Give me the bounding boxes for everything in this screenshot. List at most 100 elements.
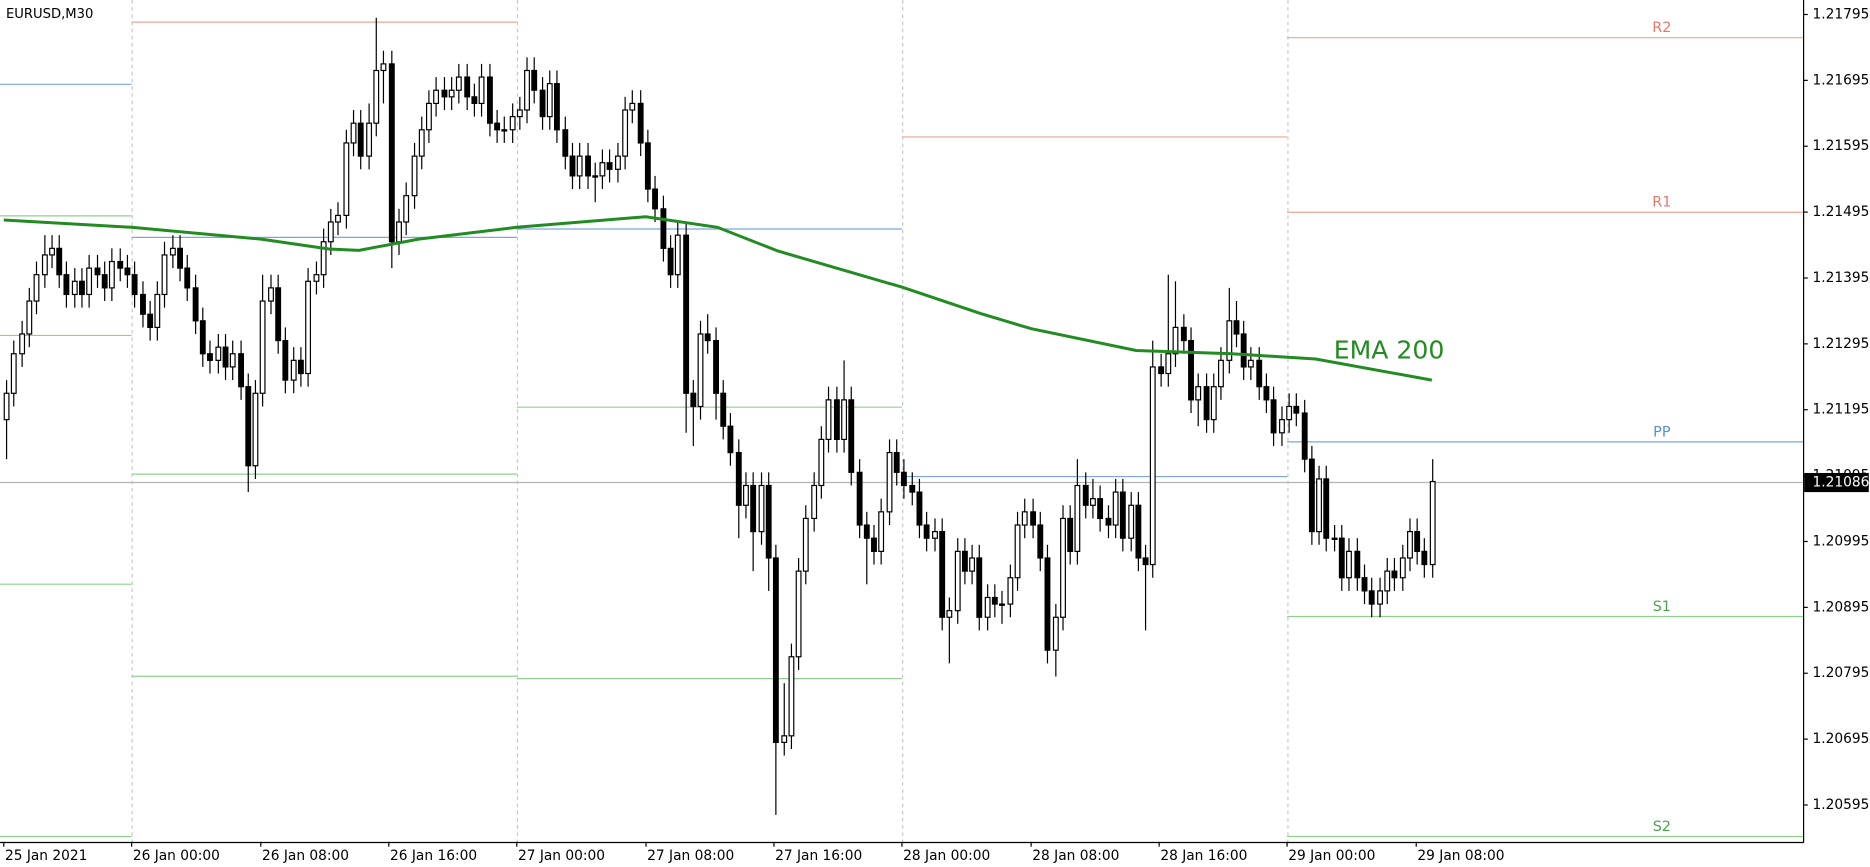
candles [3, 17, 1436, 815]
candle-body [380, 63, 387, 72]
candle-body [1286, 405, 1293, 421]
candle-body [1270, 399, 1277, 434]
y-tick-label: 1.20595 [1813, 797, 1870, 813]
candle-body [140, 293, 146, 315]
y-tick-label: 1.21695 [1813, 72, 1870, 88]
candle-body [1074, 484, 1081, 552]
candle-body [1240, 333, 1247, 368]
candle-body [1399, 557, 1406, 579]
candle-body [818, 438, 825, 487]
candle-body [117, 260, 124, 269]
overlay: EMA 200 [3, 215, 1445, 382]
candle-body [396, 221, 402, 243]
candle-body [161, 254, 168, 296]
candle-body [999, 603, 1005, 606]
candle-body [932, 531, 938, 539]
candle-body [1377, 590, 1384, 605]
candle-body [833, 399, 840, 440]
candle-body [585, 155, 591, 177]
candle-body [494, 122, 501, 131]
candle-body [184, 267, 191, 289]
ema-line [3, 215, 1433, 382]
candle-body [629, 102, 636, 111]
candle-body [192, 287, 199, 322]
x-tick-label: 29 Jan 08:00 [1417, 848, 1504, 864]
candle-body [238, 353, 245, 388]
candle-body [501, 129, 508, 132]
candle-body [878, 511, 885, 552]
candle-body [71, 280, 78, 296]
candle-body [1346, 550, 1352, 579]
candle-body [606, 162, 613, 170]
candle-body [1021, 511, 1028, 526]
candle-body [622, 109, 629, 157]
candle-body [781, 735, 788, 744]
x-tick-label: 26 Jan 08:00 [262, 848, 349, 864]
candle-body [1060, 517, 1066, 618]
ema-label: EMA 200 [1334, 335, 1445, 364]
candle-body [154, 293, 161, 328]
candle-body [562, 129, 569, 157]
candle-body [1188, 339, 1194, 401]
candle-body [1316, 478, 1322, 533]
candle-body [683, 234, 690, 394]
candle-body [33, 274, 40, 302]
candle-body [131, 274, 138, 296]
candle-body [245, 386, 252, 467]
candle-body [373, 69, 380, 124]
candle-body [1112, 491, 1119, 526]
candle-body [41, 254, 48, 276]
candle-body [229, 353, 236, 368]
candle-body [863, 524, 870, 539]
candle-body [1338, 537, 1345, 579]
candle-body [147, 313, 154, 328]
candle-body [94, 267, 101, 276]
x-tick-label: 27 Jan 16:00 [775, 848, 862, 864]
candle-body [1158, 366, 1165, 375]
candle-body [455, 76, 462, 91]
pivots: R2 R1 PP S1 S2 [0, 20, 1804, 838]
candle-body [909, 484, 916, 493]
candle-body [108, 260, 115, 289]
candle-body [1331, 537, 1338, 540]
candle-body [667, 247, 674, 276]
candle-body [3, 392, 10, 421]
candle-body [1218, 359, 1224, 388]
x-tick-label: 28 Jan 08:00 [1032, 848, 1119, 864]
pivot-label: R2 [1652, 20, 1671, 36]
candle-body [900, 471, 907, 487]
candle-body [1007, 577, 1014, 605]
candle-body [674, 234, 681, 276]
candle-body [969, 557, 976, 572]
current-price-label: 1.21086 [1813, 475, 1870, 491]
y-tick-label: 1.21295 [1813, 336, 1870, 352]
candle-body [1293, 405, 1300, 414]
candle-body [1247, 359, 1254, 368]
candle-body [758, 484, 765, 533]
candle-body [101, 274, 108, 289]
candle-body [811, 484, 818, 520]
candle-body [403, 195, 410, 223]
axes: 1.20595 1.20695 1.20795 1.20895 1.20995 1.210… [3, 6, 1870, 864]
candle-body [704, 333, 711, 342]
candle-body [1414, 531, 1421, 552]
x-tick-label: 29 Jan 00:00 [1288, 848, 1375, 864]
candle-body [1082, 484, 1089, 506]
candle-body [788, 656, 795, 737]
candle-body [939, 531, 946, 618]
candle-body [893, 451, 900, 473]
x-tick-label: 26 Jan 00:00 [133, 848, 220, 864]
x-tick-label: 27 Jan 08:00 [647, 848, 734, 864]
candle-body [576, 155, 583, 177]
candle-body [478, 76, 485, 105]
candle-body [124, 267, 131, 276]
candle-body [357, 122, 364, 157]
candle-body [1407, 531, 1413, 559]
candle-body [275, 287, 282, 342]
y-tick-label: 1.20795 [1813, 665, 1870, 681]
candle-body [765, 484, 772, 559]
candle-body [546, 83, 553, 118]
candle-body [305, 280, 312, 375]
